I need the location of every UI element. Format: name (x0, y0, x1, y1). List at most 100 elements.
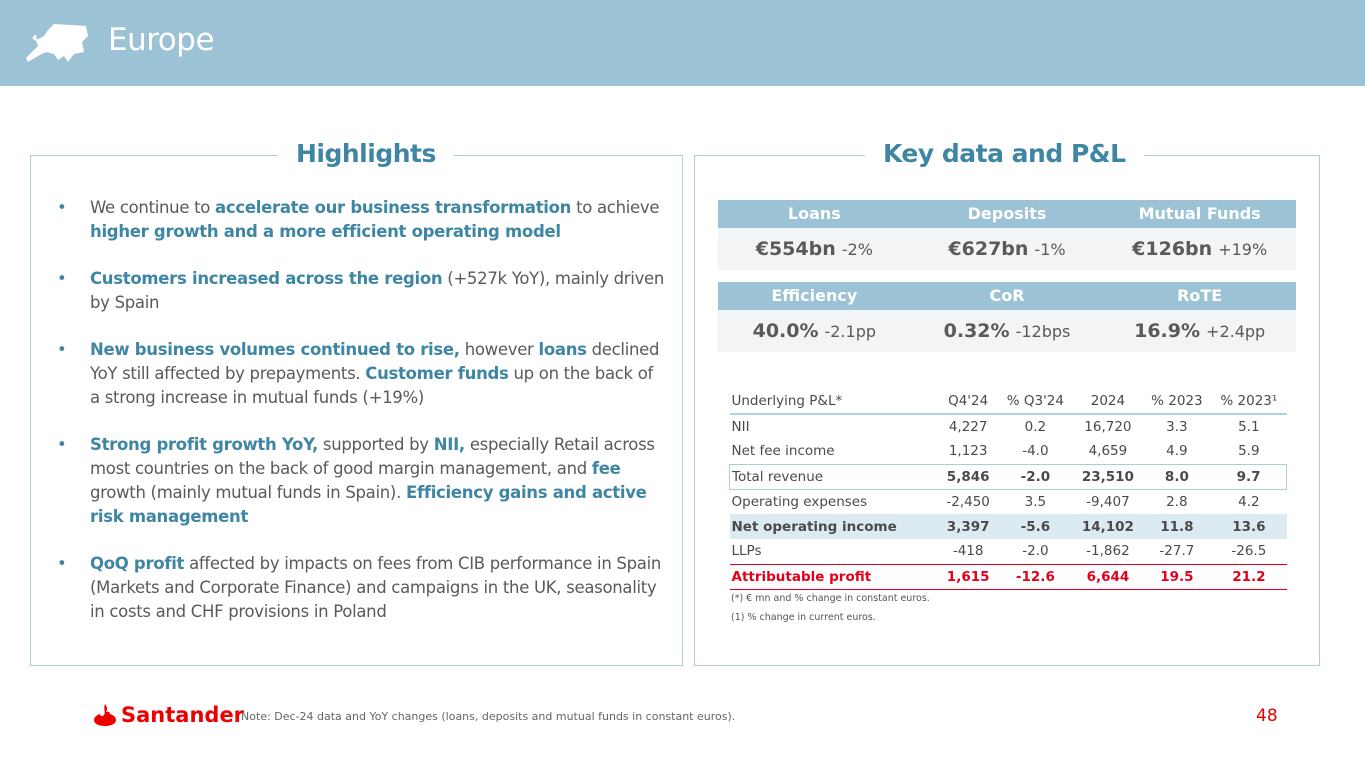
table-row: Attributable profit 1,615 -12.6 6,644 19.5 21… (729, 563, 1287, 590)
highlight-text: affected by impacts on fees from CIB per… (90, 554, 662, 621)
table-cell: -5.6 (997, 514, 1074, 539)
highlight-bullet: New business volumes continued to rise, … (57, 338, 667, 410)
table-cell: -27.7 (1159, 543, 1195, 560)
highlight-bullet: Customers increased across the region (+… (57, 267, 667, 315)
table-cell: -4.0 (1022, 443, 1049, 460)
mutual-funds-value: €126bn +19% (1103, 228, 1296, 270)
highlight-text: We continue to (90, 198, 216, 217)
key-data-title: Key data and P&L (865, 139, 1144, 168)
highlight-text: up on the back of a strong increase in m… (90, 364, 654, 407)
table-cell: -2.0 (997, 463, 1074, 490)
column-header: % 2023 (1142, 389, 1212, 415)
table-cell: 0.2 (1024, 419, 1047, 435)
highlight-bullet: QoQ profit affected by impacts on fees f… (57, 552, 667, 624)
page-number: 48 (1256, 706, 1278, 726)
highlight-bullet: We continue to accelerate our business t… (57, 196, 667, 244)
highlights-list: We continue to accelerate our business t… (57, 196, 667, 647)
table-cell: 4,659 (1088, 443, 1128, 460)
highlight-emphasis: Customer funds (365, 364, 509, 383)
rote-value: 16.9% +2.4pp (1103, 310, 1296, 352)
table-cell: 21.2 (1211, 563, 1287, 590)
europe-map-icon (26, 24, 88, 62)
table-cell: -418 (952, 543, 984, 560)
table-row: Operating expenses -2,450 3.5 -9,407 2.8 4.2 (730, 489, 1287, 514)
header-bar: Europe (0, 0, 1365, 86)
highlight-text: to achieve (571, 198, 660, 217)
row-label: Net operating income (729, 514, 939, 539)
table-cell: 6,644 (1073, 563, 1143, 590)
table-cell: 5.1 (1238, 419, 1260, 435)
highlight-emphasis: accelerate our business transformation (215, 198, 572, 217)
cor-value: 0.32% -12bps (910, 310, 1104, 352)
key-metrics-row-2: Efficiency CoR RoTE 40.0% -2.1pp 0.32% -12… (718, 282, 1296, 352)
highlight-text: however (459, 340, 539, 359)
highlight-emphasis: loans (538, 340, 587, 359)
table-cell: 4,227 (948, 419, 988, 435)
row-label: Operating expenses (731, 493, 868, 510)
footnote-constant: (*) € mn and % change in constant euros. (731, 593, 930, 604)
table-row: NII 4,227 0.2 16,720 3.3 5.1 (730, 414, 1287, 439)
row-label: Net fee income (731, 443, 835, 460)
table-cell: 16,720 (1084, 419, 1132, 435)
table-cell: -1,862 (1086, 543, 1130, 560)
row-label: NII (731, 419, 750, 435)
highlight-text: especially Retail across most countries … (90, 435, 655, 478)
cor-label: CoR (910, 282, 1104, 310)
table-cell: -2,450 (946, 493, 990, 510)
key-metrics-row-1: Loans Deposits Mutual Funds €554bn -2% €6… (718, 200, 1296, 270)
table-cell: -2.0 (1022, 543, 1049, 560)
table-cell: 4.2 (1238, 493, 1260, 510)
table-cell: 5.9 (1238, 443, 1260, 460)
table-cell: 14,102 (1073, 514, 1143, 539)
highlight-emphasis: New business volumes continued to rise, (90, 340, 460, 359)
row-label: LLPs (731, 543, 762, 560)
pl-table: Underlying P&L* Q4'24% Q3'24 2024% 2023% 2… (728, 389, 1288, 590)
table-cell: -12.6 (997, 563, 1074, 590)
table-cell: 1,615 (938, 563, 998, 590)
footer-note: Note: Dec-24 data and YoY changes (loans… (241, 710, 736, 723)
highlight-emphasis: NII, (433, 435, 465, 454)
brand-name: Santander (121, 703, 245, 727)
mutual-funds-label: Mutual Funds (1103, 200, 1296, 228)
highlight-emphasis: QoQ profit (90, 554, 185, 573)
column-header: % 2023¹ (1211, 389, 1287, 415)
table-cell: 3,397 (938, 514, 998, 539)
column-header: 2024 (1073, 389, 1143, 415)
highlight-emphasis: Customers increased across the region (90, 269, 443, 288)
deposits-label: Deposits (910, 200, 1104, 228)
highlight-emphasis: fee (591, 459, 621, 478)
column-header: Underlying P&L* (729, 389, 939, 415)
highlight-text: supported by (317, 435, 434, 454)
flame-icon (94, 704, 116, 726)
highlight-emphasis: Strong profit growth YoY, (90, 435, 318, 454)
table-row: Net fee income 1,123 -4.0 4,659 4.9 5.9 (730, 439, 1287, 464)
table-cell: 13.6 (1211, 514, 1287, 539)
table-cell: 11.8 (1142, 514, 1212, 539)
highlights-panel: Highlights We continue to accelerate our… (30, 139, 683, 666)
highlights-title: Highlights (278, 139, 454, 168)
highlight-emphasis: Efficiency gains and active risk managem… (90, 483, 647, 526)
highlight-text: (+527k YoY), mainly driven by Spain (90, 269, 665, 312)
table-cell: 2.8 (1166, 493, 1188, 510)
table-row: Total revenue 5,846 -2.0 23,510 8.0 9.7 (728, 463, 1288, 490)
table-row: LLPs -418 -2.0 -1,862 -27.7 -26.5 (730, 539, 1287, 564)
table-cell: 8.0 (1142, 463, 1212, 490)
table-cell: 5,846 (938, 463, 998, 490)
key-data-panel: Key data and P&L Loans Deposits Mutual F… (694, 139, 1320, 666)
highlight-emphasis: higher growth and a more efficient opera… (90, 222, 561, 241)
footnote-current: (1) % change in current euros. (731, 612, 876, 623)
highlight-bullet: Strong profit growth YoY, supported by N… (57, 433, 667, 529)
loans-value: €554bn -2% (718, 228, 911, 270)
efficiency-value: 40.0% -2.1pp (718, 310, 911, 352)
table-cell: -26.5 (1231, 543, 1267, 560)
efficiency-label: Efficiency (718, 282, 911, 310)
table-cell: -9,407 (1086, 493, 1130, 510)
santander-logo: Santander (93, 703, 244, 727)
highlight-text: declined YoY still affected by prepaymen… (90, 340, 660, 383)
table-cell: 3.5 (1024, 493, 1047, 510)
rote-label: RoTE (1103, 282, 1296, 310)
deposits-value: €627bn -1% (910, 228, 1104, 270)
column-header: % Q3'24 (997, 389, 1074, 415)
loans-label: Loans (718, 200, 911, 228)
table-cell: 23,510 (1073, 463, 1143, 490)
